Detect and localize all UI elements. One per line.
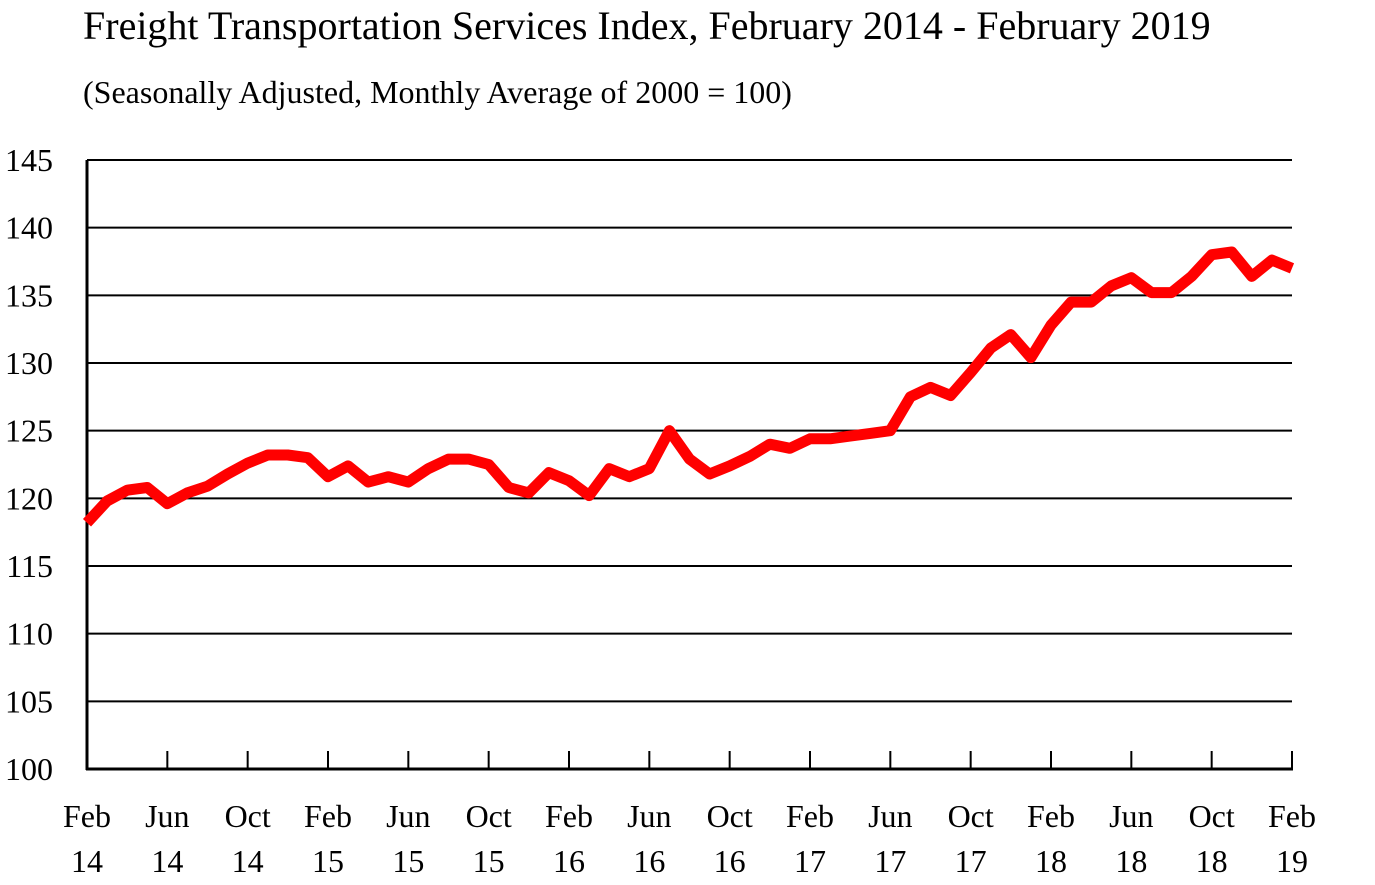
x-tick-month-7: Jun bbox=[627, 798, 671, 834]
x-tick-year-8: 16 bbox=[714, 843, 746, 879]
x-tick-year-5: 15 bbox=[473, 843, 505, 879]
chart-title: Freight Transportation Services Index, F… bbox=[83, 3, 1211, 48]
x-tick-month-14: Oct bbox=[1189, 798, 1235, 834]
y-tick-label-145: 145 bbox=[5, 142, 53, 178]
x-tick-year-12: 18 bbox=[1035, 843, 1067, 879]
x-tick-year-7: 16 bbox=[633, 843, 665, 879]
x-tick-month-4: Jun bbox=[386, 798, 430, 834]
y-tick-label-115: 115 bbox=[6, 548, 53, 584]
x-axis-ticks: Feb 14 Jun 14 Oct 14 Feb 15 Jun 15 Oct 15 Feb 16 Jun 16… bbox=[63, 751, 1316, 879]
x-tick-month-8: Oct bbox=[707, 798, 753, 834]
x-tick-year-6: 16 bbox=[553, 843, 585, 879]
x-tick-month-15: Feb bbox=[1268, 798, 1316, 834]
x-tick-month-13: Jun bbox=[1109, 798, 1153, 834]
series-line-freight-tsi bbox=[82, 246, 1295, 527]
chart-subtitle: (Seasonally Adjusted, Monthly Average of… bbox=[83, 74, 792, 110]
x-tick-year-0: 14 bbox=[71, 843, 103, 879]
x-tick-year-10: 17 bbox=[874, 843, 906, 879]
gridlines bbox=[87, 159, 1292, 703]
y-tick-label-135: 135 bbox=[5, 277, 53, 313]
x-tick-month-0: Feb bbox=[63, 798, 111, 834]
x-tick-year-2: 14 bbox=[232, 843, 264, 879]
x-tick-month-5: Oct bbox=[466, 798, 512, 834]
y-tick-label-130: 130 bbox=[5, 345, 53, 381]
y-tick-label-110: 110 bbox=[6, 616, 53, 652]
y-tick-label-140: 140 bbox=[5, 210, 53, 246]
x-tick-month-3: Feb bbox=[304, 798, 352, 834]
x-tick-year-4: 15 bbox=[392, 843, 424, 879]
x-tick-year-15: 19 bbox=[1276, 843, 1308, 879]
x-tick-year-11: 17 bbox=[955, 843, 987, 879]
x-tick-month-2: Oct bbox=[225, 798, 271, 834]
x-tick-month-10: Jun bbox=[868, 798, 912, 834]
y-tick-label-125: 125 bbox=[5, 413, 53, 449]
x-tick-month-1: Jun bbox=[145, 798, 189, 834]
x-tick-year-13: 18 bbox=[1115, 843, 1147, 879]
y-tick-label-100: 100 bbox=[5, 751, 53, 787]
x-tick-year-9: 17 bbox=[794, 843, 826, 879]
y-axis-tick-labels: 100 105 110 115 120 125 130 135 140 145 bbox=[5, 142, 53, 787]
x-tick-year-14: 18 bbox=[1196, 843, 1228, 879]
x-tick-month-9: Feb bbox=[786, 798, 834, 834]
x-tick-month-6: Feb bbox=[545, 798, 593, 834]
x-tick-year-3: 15 bbox=[312, 843, 344, 879]
y-tick-label-120: 120 bbox=[5, 480, 53, 516]
x-tick-month-12: Feb bbox=[1027, 798, 1075, 834]
x-tick-year-1: 14 bbox=[151, 843, 183, 879]
y-tick-label-105: 105 bbox=[5, 683, 53, 719]
x-tick-month-11: Oct bbox=[948, 798, 994, 834]
